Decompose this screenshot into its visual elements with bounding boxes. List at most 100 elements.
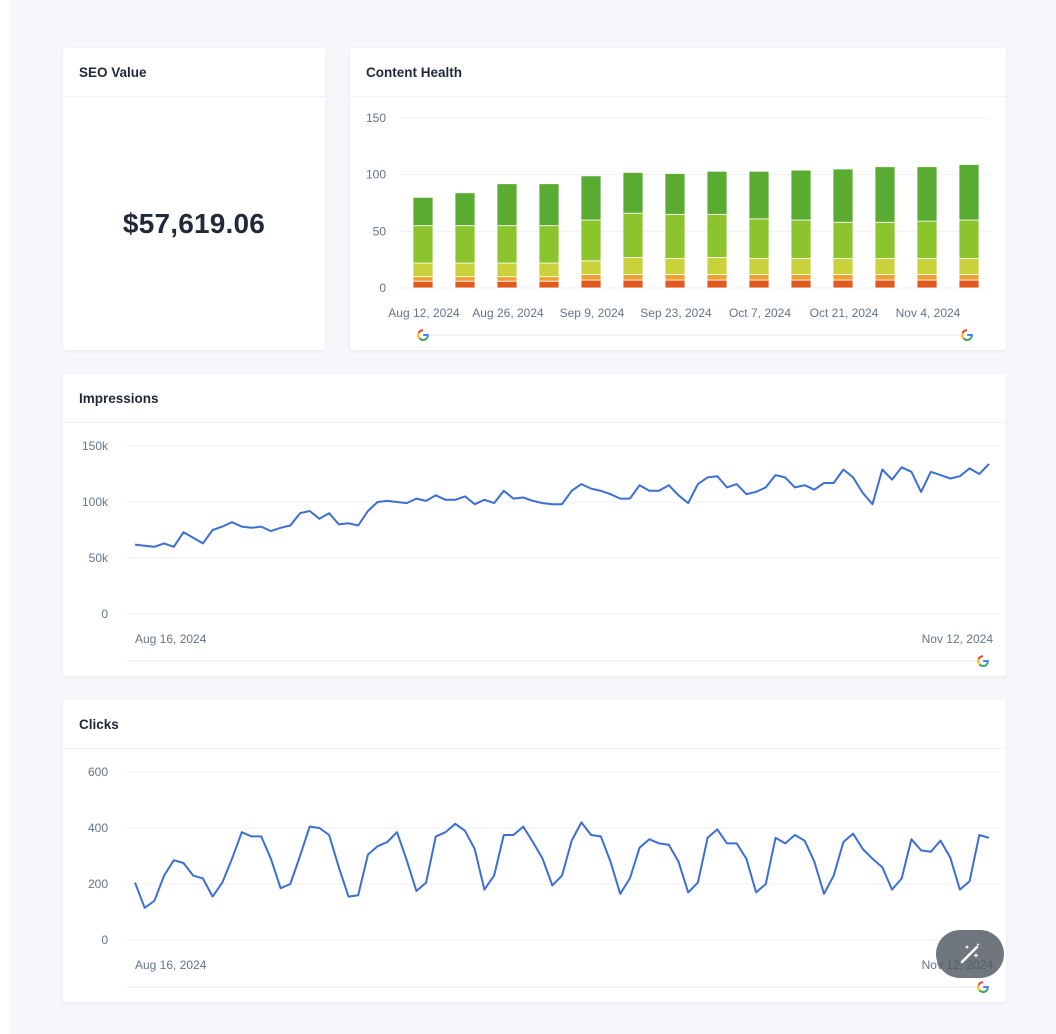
card-header: Impressions xyxy=(63,374,1006,423)
bar-segment xyxy=(874,221,896,259)
bar-segment xyxy=(916,279,938,289)
y-tick-label: 0 xyxy=(379,281,386,295)
bar-segment xyxy=(580,219,602,262)
magic-wand-button[interactable] xyxy=(936,930,1004,978)
x-tick-label: Sep 9, 2024 xyxy=(560,306,625,320)
bar-segment xyxy=(664,173,686,215)
bar-segment xyxy=(412,196,434,227)
bar-segment xyxy=(748,273,770,281)
bar-segment xyxy=(496,225,518,264)
x-tick-label: Sep 23, 2024 xyxy=(640,306,712,320)
content-health-title: Content Health xyxy=(366,65,462,80)
x-tick-label: Oct 7, 2024 xyxy=(729,306,791,320)
bar-segment xyxy=(580,273,602,281)
y-tick-label: 50k xyxy=(89,551,109,565)
bar-segment xyxy=(790,258,812,275)
impressions-chart: 0 50k 100k 150k Aug 16, 2024 Nov 12, 2024 xyxy=(82,439,999,667)
bar-segment xyxy=(454,262,476,278)
bar-segment xyxy=(832,279,854,289)
bar-segment xyxy=(916,258,938,275)
y-tick-label: 150k xyxy=(82,439,109,453)
bar-segment xyxy=(832,273,854,281)
bar-segment xyxy=(748,279,770,289)
bar-segment xyxy=(790,273,812,281)
bar-segment xyxy=(706,170,728,215)
bar-segment xyxy=(748,170,770,220)
bar-segment xyxy=(412,225,434,264)
bar-segment xyxy=(622,273,644,281)
y-tick-label: 150 xyxy=(366,111,386,125)
bar-segment xyxy=(958,279,980,289)
bar-segment xyxy=(916,220,938,259)
content-health-chart: 0 50 100 150 Aug 12, 2024 Aug 26, 2024 Sep 9, … xyxy=(366,111,990,341)
google-icon xyxy=(961,329,973,341)
bar-segment xyxy=(958,219,980,259)
bar-segment xyxy=(748,258,770,275)
bar-segment xyxy=(790,219,812,259)
y-tick-label: 100 xyxy=(366,168,386,182)
y-tick-label: 400 xyxy=(88,821,108,835)
bar-segment xyxy=(706,256,728,275)
bar-segment xyxy=(538,280,560,289)
y-tick-label: 0 xyxy=(101,933,108,947)
bar-segment xyxy=(706,213,728,258)
bar-segment xyxy=(412,280,434,289)
dashboard-canvas: SEO Value $57,619.06 Content Health 0 50 1… xyxy=(10,0,1056,1034)
bar-segment xyxy=(874,258,896,275)
bar-segment xyxy=(496,183,518,227)
y-tick-label: 100k xyxy=(82,495,109,509)
seo-value-amount: $57,619.06 xyxy=(122,208,266,239)
bar-segment xyxy=(832,258,854,275)
card-header: SEO Value xyxy=(63,48,325,97)
google-icon xyxy=(417,329,429,341)
magic-wand-icon xyxy=(960,943,980,964)
bar-segment xyxy=(412,262,434,278)
content-health-card: Content Health 0 50 100 150 Aug 12, 2024 Aug … xyxy=(350,48,1006,350)
y-tick-label: 600 xyxy=(88,765,108,779)
x-tick-label: Aug 12, 2024 xyxy=(388,306,460,320)
bar-segment xyxy=(538,262,560,278)
bar-segment xyxy=(916,166,938,222)
bar-segment xyxy=(538,276,560,282)
bar-segment xyxy=(706,273,728,281)
bar-segment xyxy=(874,166,896,223)
bar-segment xyxy=(664,213,686,259)
x-end-label: Nov 12, 2024 xyxy=(922,632,994,646)
bar-segment xyxy=(958,273,980,281)
bar-segment xyxy=(706,279,728,289)
impressions-title: Impressions xyxy=(79,391,159,406)
seo-value-title: SEO Value xyxy=(79,65,147,80)
card-header: Clicks xyxy=(63,700,1006,749)
bar-segment xyxy=(664,273,686,281)
bar-segment xyxy=(622,279,644,289)
series-line xyxy=(134,463,990,548)
bar-segment xyxy=(580,279,602,289)
bar-segment xyxy=(664,279,686,289)
bar-segment xyxy=(664,258,686,275)
bar-segment xyxy=(538,183,560,227)
bar-segment xyxy=(454,280,476,289)
bar-segment xyxy=(580,175,602,221)
bar-segment xyxy=(790,279,812,289)
bar-segment xyxy=(874,279,896,289)
x-tick-label: Nov 4, 2024 xyxy=(896,306,961,320)
bar-segment xyxy=(832,221,854,259)
bar-segment xyxy=(790,169,812,221)
bar-segment xyxy=(454,192,476,227)
series-line xyxy=(134,821,990,909)
bar-segment xyxy=(622,212,644,258)
bar-segment xyxy=(748,218,770,259)
bar-segment xyxy=(622,256,644,275)
bar-segment xyxy=(496,276,518,282)
impressions-card: Impressions 0 50k 100k 150k Aug 16, 2024 Nov … xyxy=(63,374,1006,676)
clicks-title: Clicks xyxy=(79,717,119,732)
card-header: Content Health xyxy=(350,48,1006,97)
bar-segment xyxy=(580,260,602,275)
google-icon xyxy=(977,981,989,993)
bar-segment xyxy=(832,168,854,223)
y-tick-label: 0 xyxy=(101,607,108,621)
bar-segment xyxy=(538,225,560,264)
bar-segment xyxy=(622,172,644,214)
